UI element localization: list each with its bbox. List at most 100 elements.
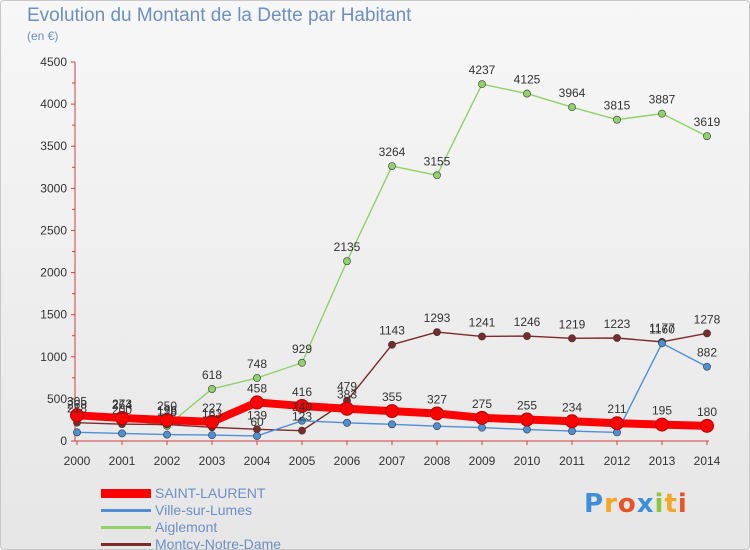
- data-label: 196: [157, 403, 177, 417]
- data-point: [388, 340, 396, 349]
- data-label: 1223: [604, 317, 631, 331]
- data-label: 227: [202, 401, 222, 415]
- y-tick-label: 1000: [40, 350, 67, 364]
- data-point: [388, 420, 396, 429]
- data-label: 618: [202, 368, 222, 382]
- data-label: 929: [292, 342, 312, 356]
- x-tick-label: 2002: [154, 454, 181, 468]
- data-point: [298, 416, 306, 425]
- data-label: 1241: [469, 315, 496, 329]
- data-point: [70, 408, 84, 423]
- y-tick-label: 3000: [40, 181, 67, 195]
- data-label: 123: [292, 410, 312, 424]
- x-tick-label: 2013: [649, 454, 676, 468]
- data-label: 3155: [424, 154, 451, 168]
- data-point: [388, 162, 396, 170]
- x-tick-label: 2003: [199, 454, 226, 468]
- data-point: [163, 430, 171, 439]
- data-label: 240: [292, 400, 312, 414]
- data-label: 1143: [379, 324, 405, 338]
- data-label: 273: [112, 397, 132, 411]
- data-label: 4125: [514, 73, 541, 87]
- data-label: 3887: [649, 93, 676, 107]
- data-label: 250: [157, 399, 177, 413]
- data-point: [430, 406, 444, 421]
- data-point: [658, 109, 666, 118]
- data-point: [523, 332, 531, 340]
- y-tick-label: 1500: [40, 308, 67, 322]
- data-point: [340, 401, 354, 416]
- data-label: 1293: [424, 311, 451, 325]
- data-label: 3619: [694, 115, 721, 129]
- data-point: [520, 412, 534, 427]
- y-tick-label: 2000: [40, 266, 67, 280]
- data-label: 1177: [649, 321, 675, 335]
- x-tick-label: 2004: [244, 454, 271, 468]
- data-label: 255: [517, 399, 537, 413]
- data-point: [610, 416, 624, 431]
- data-point: [205, 414, 219, 429]
- legend-swatch: [101, 526, 151, 529]
- data-point: [568, 334, 576, 343]
- chart-axes: 0 500 1000 1500 2000 2500 3000 3500 4000 4500 2000…: [40, 55, 720, 468]
- data-label: 180: [697, 405, 717, 419]
- data-label: 383: [337, 388, 357, 402]
- data-label: 882: [697, 346, 717, 360]
- legend-swatch: [101, 489, 151, 498]
- y-tick-label: 0: [60, 434, 67, 448]
- data-label: 3815: [604, 99, 631, 113]
- data-label: 355: [382, 390, 402, 404]
- y-tick-label: 4500: [40, 55, 67, 69]
- y-tick-label: 500: [47, 392, 67, 406]
- data-point: [118, 429, 126, 438]
- data-label: 163: [202, 406, 222, 420]
- data-label: 4237: [469, 63, 496, 77]
- data-point: [658, 339, 666, 348]
- data-label: 178: [157, 405, 177, 419]
- x-tick-label: 2009: [469, 454, 496, 468]
- legend-label: Ville-sur-Lumes: [155, 502, 252, 518]
- data-label: 3264: [379, 145, 406, 159]
- data-point: [523, 425, 531, 434]
- legend-label: Montcy-Notre-Dame: [155, 536, 282, 550]
- data-label: 200: [112, 403, 132, 417]
- data-label: 234: [562, 400, 582, 414]
- data-point: [385, 404, 399, 419]
- x-tick-label: 2011: [559, 454, 585, 468]
- data-label: 327: [427, 392, 447, 406]
- y-tick-label: 3500: [40, 139, 67, 153]
- data-point: [655, 417, 669, 432]
- data-point: [568, 427, 576, 435]
- chart-data-labels: 268 264 178 618 748 929 2135 3264 3155 4237 4125 39…: [67, 63, 721, 429]
- data-point: [478, 332, 486, 341]
- data-label: 1160: [649, 322, 675, 336]
- data-point: [298, 358, 306, 367]
- data-point: [703, 329, 711, 338]
- data-label: 60: [250, 415, 264, 429]
- data-label: 139: [247, 408, 267, 422]
- legend-label: Aiglemont: [155, 519, 218, 535]
- data-point: [298, 426, 306, 435]
- data-point: [208, 385, 216, 393]
- x-tick-label: 2001: [109, 454, 136, 468]
- data-point: [343, 418, 351, 427]
- x-tick-label: 2005: [289, 454, 316, 468]
- data-point: [700, 418, 714, 433]
- data-point: [565, 414, 579, 429]
- data-point: [703, 362, 711, 371]
- data-label: 1219: [559, 317, 586, 331]
- data-label: 2135: [334, 240, 361, 254]
- x-tick-label: 2010: [514, 454, 541, 468]
- data-label: 275: [472, 397, 492, 411]
- data-point: [433, 422, 441, 431]
- x-tick-label: 2007: [379, 454, 406, 468]
- data-point: [115, 411, 129, 426]
- data-point: [208, 431, 216, 440]
- data-label: 264: [112, 398, 132, 412]
- data-label: 1246: [514, 315, 541, 329]
- data-label: 416: [292, 385, 312, 399]
- data-point: [250, 395, 264, 410]
- data-point: [613, 115, 621, 124]
